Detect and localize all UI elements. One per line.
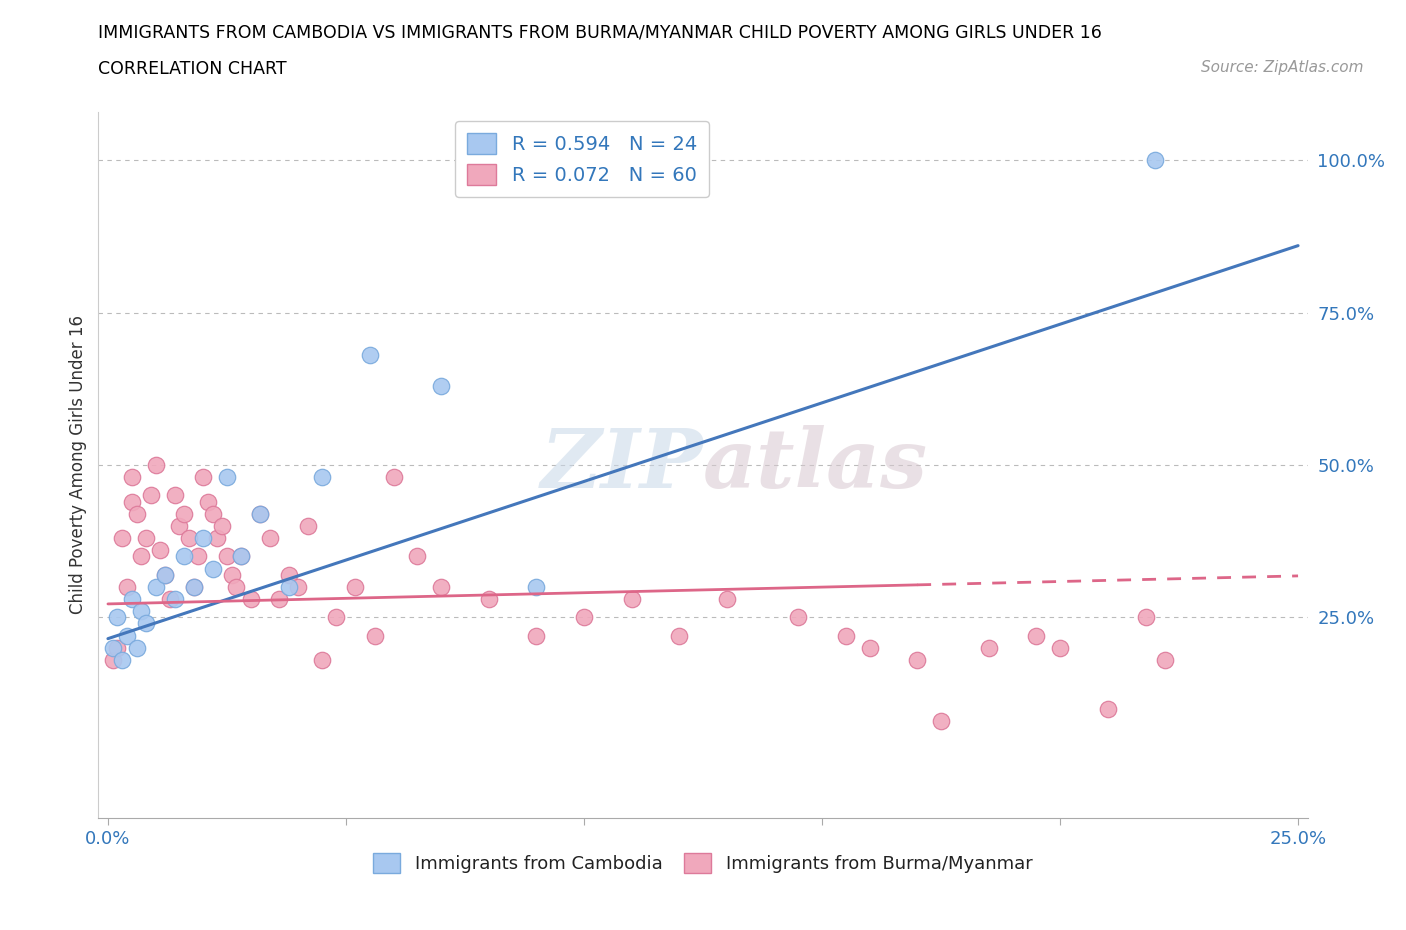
- Point: [382, 470, 405, 485]
- Point: [101, 641, 124, 656]
- Point: [363, 628, 385, 643]
- Point: [135, 616, 157, 631]
- Point: [115, 579, 138, 594]
- Point: [620, 591, 643, 606]
- Point: [197, 494, 219, 509]
- Point: [153, 567, 176, 582]
- Point: [249, 506, 271, 521]
- Point: [173, 549, 195, 564]
- Point: [145, 579, 167, 594]
- Point: [1025, 628, 1047, 643]
- Point: [430, 379, 453, 393]
- Point: [183, 579, 205, 594]
- Point: [207, 531, 229, 546]
- Point: [153, 567, 176, 582]
- Text: Source: ZipAtlas.com: Source: ZipAtlas.com: [1201, 60, 1364, 75]
- Point: [125, 641, 148, 656]
- Point: [183, 579, 205, 594]
- Point: [277, 579, 299, 594]
- Point: [121, 591, 143, 606]
- Point: [231, 549, 253, 564]
- Point: [139, 488, 162, 503]
- Point: [159, 591, 181, 606]
- Point: [173, 506, 195, 521]
- Point: [239, 591, 262, 606]
- Point: [1144, 153, 1167, 167]
- Point: [359, 348, 381, 363]
- Text: atlas: atlas: [703, 425, 928, 505]
- Point: [149, 543, 172, 558]
- Point: [129, 549, 152, 564]
- Point: [269, 591, 291, 606]
- Point: [1153, 653, 1175, 668]
- Point: [215, 470, 238, 485]
- Point: [135, 531, 157, 546]
- Point: [215, 549, 238, 564]
- Point: [859, 641, 882, 656]
- Point: [225, 579, 247, 594]
- Point: [201, 506, 224, 521]
- Point: [259, 531, 281, 546]
- Point: [406, 549, 429, 564]
- Point: [107, 641, 129, 656]
- Point: [716, 591, 738, 606]
- Point: [277, 567, 299, 582]
- Point: [201, 561, 224, 576]
- Point: [145, 458, 167, 472]
- Point: [668, 628, 690, 643]
- Point: [125, 506, 148, 521]
- Point: [524, 579, 547, 594]
- Point: [249, 506, 271, 521]
- Point: [107, 610, 129, 625]
- Point: [1049, 641, 1071, 656]
- Point: [787, 610, 810, 625]
- Point: [311, 470, 333, 485]
- Text: ZIP: ZIP: [540, 425, 703, 505]
- Point: [572, 610, 595, 625]
- Point: [835, 628, 858, 643]
- Point: [287, 579, 309, 594]
- Point: [231, 549, 253, 564]
- Point: [325, 610, 347, 625]
- Y-axis label: Child Poverty Among Girls Under 16: Child Poverty Among Girls Under 16: [69, 315, 87, 615]
- Point: [111, 531, 134, 546]
- Point: [191, 470, 214, 485]
- Point: [524, 628, 547, 643]
- Point: [115, 628, 138, 643]
- Point: [101, 653, 124, 668]
- Point: [187, 549, 209, 564]
- Point: [169, 519, 191, 534]
- Point: [121, 470, 143, 485]
- Point: [129, 604, 152, 618]
- Point: [977, 641, 1000, 656]
- Point: [163, 488, 186, 503]
- Point: [478, 591, 501, 606]
- Point: [177, 531, 200, 546]
- Point: [929, 713, 952, 728]
- Point: [344, 579, 367, 594]
- Point: [221, 567, 243, 582]
- Text: IMMIGRANTS FROM CAMBODIA VS IMMIGRANTS FROM BURMA/MYANMAR CHILD POVERTY AMONG GI: IMMIGRANTS FROM CAMBODIA VS IMMIGRANTS F…: [98, 23, 1102, 41]
- Point: [297, 519, 319, 534]
- Point: [163, 591, 186, 606]
- Point: [905, 653, 928, 668]
- Text: CORRELATION CHART: CORRELATION CHART: [98, 60, 287, 78]
- Legend: Immigrants from Cambodia, Immigrants from Burma/Myanmar: Immigrants from Cambodia, Immigrants fro…: [366, 845, 1040, 880]
- Point: [311, 653, 333, 668]
- Point: [430, 579, 453, 594]
- Point: [211, 519, 233, 534]
- Point: [111, 653, 134, 668]
- Point: [191, 531, 214, 546]
- Point: [1097, 701, 1119, 716]
- Point: [121, 494, 143, 509]
- Point: [1135, 610, 1157, 625]
